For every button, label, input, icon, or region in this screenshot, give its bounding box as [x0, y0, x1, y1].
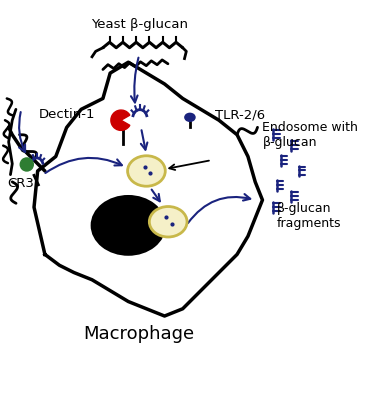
Ellipse shape [185, 113, 195, 121]
Text: Yeast β-glucan: Yeast β-glucan [91, 18, 188, 31]
Ellipse shape [92, 196, 164, 254]
Wedge shape [111, 110, 130, 130]
Text: TLR-2/6: TLR-2/6 [215, 108, 265, 121]
Ellipse shape [128, 156, 165, 186]
Text: Dectin-1: Dectin-1 [39, 108, 96, 121]
Text: CR3: CR3 [7, 177, 34, 190]
Text: β-glucan
fragments: β-glucan fragments [277, 202, 341, 230]
Circle shape [20, 158, 33, 171]
Text: Macrophage: Macrophage [84, 325, 195, 343]
Text: Endosome with
β-glucan: Endosome with β-glucan [262, 121, 358, 149]
Ellipse shape [149, 206, 187, 237]
